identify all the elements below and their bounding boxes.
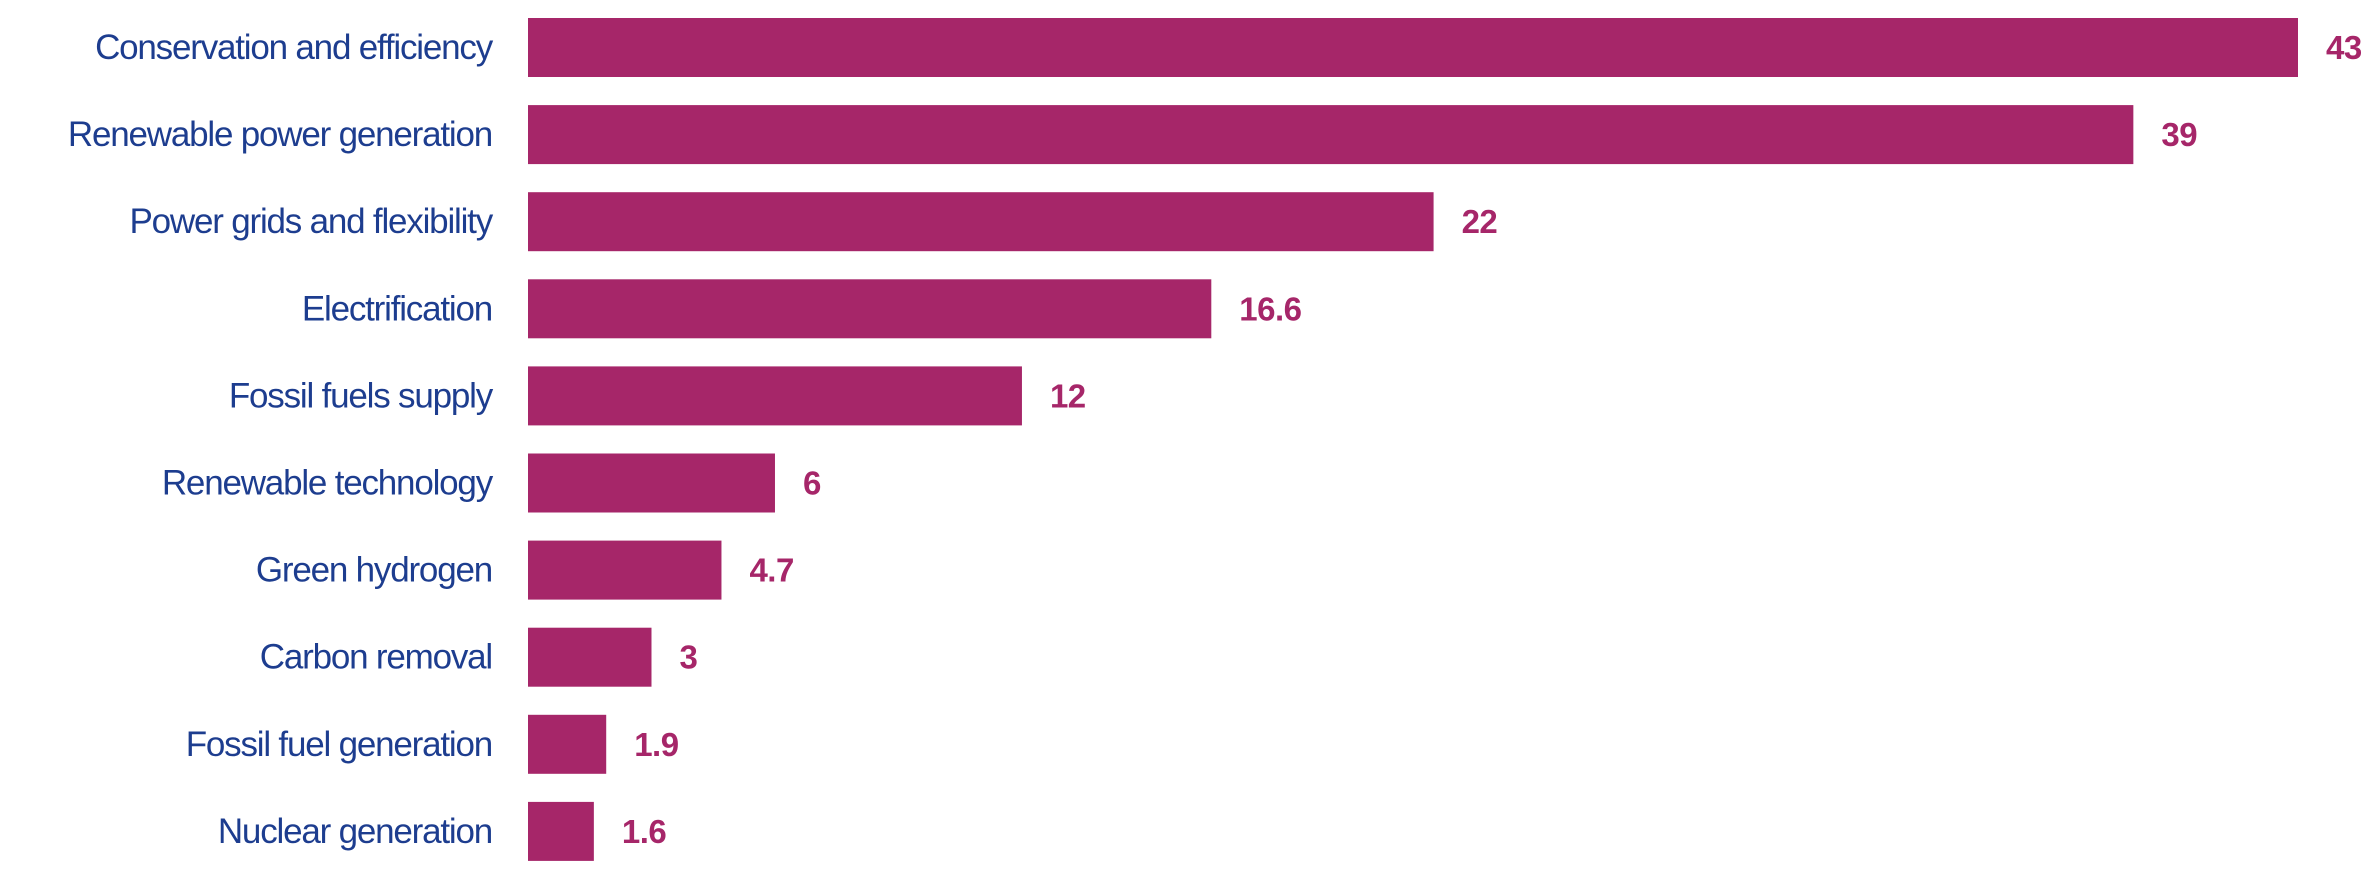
bar-4 bbox=[528, 279, 1212, 339]
bar-9 bbox=[528, 714, 607, 774]
bar-8 bbox=[528, 627, 652, 687]
category-label: Renewable power generation bbox=[68, 115, 492, 154]
category-label: Renewable technology bbox=[162, 464, 494, 503]
category-label: Green hydrogen bbox=[256, 551, 492, 590]
bar-7 bbox=[528, 540, 722, 600]
bar-2 bbox=[528, 105, 2134, 165]
value-label: 6 bbox=[803, 465, 821, 502]
bar-10 bbox=[528, 801, 594, 861]
value-label: 39 bbox=[2161, 116, 2197, 153]
bar-1 bbox=[528, 18, 2298, 77]
value-label: 3 bbox=[679, 639, 697, 676]
category-label: Conservation and efficiency bbox=[95, 28, 494, 67]
value-label: 1.6 bbox=[622, 813, 667, 850]
category-label: Fossil fuels supply bbox=[229, 376, 494, 415]
category-labels-layer: Conservation and efficiency Renewable pow… bbox=[68, 28, 495, 851]
bar-5 bbox=[528, 366, 1022, 426]
category-label: Nuclear generation bbox=[218, 812, 492, 851]
value-label: 22 bbox=[1462, 203, 1498, 240]
category-label: Carbon removal bbox=[260, 638, 492, 677]
value-label: 1.9 bbox=[634, 726, 679, 763]
category-label: Electrification bbox=[302, 289, 492, 328]
bar-3 bbox=[528, 192, 1434, 252]
bar-6 bbox=[528, 453, 775, 513]
value-label: 12 bbox=[1050, 377, 1086, 414]
category-label: Fossil fuel generation bbox=[186, 725, 492, 764]
value-label: 43 bbox=[2326, 29, 2362, 66]
bars-layer bbox=[528, 18, 2298, 861]
value-label: 16.6 bbox=[1239, 290, 1301, 327]
category-label: Power grids and flexibility bbox=[130, 202, 494, 241]
value-label: 4.7 bbox=[749, 552, 793, 589]
value-labels-layer: 43 39 22 16.6 12 6 4.7 3 1.9 1.6 bbox=[622, 29, 2362, 850]
